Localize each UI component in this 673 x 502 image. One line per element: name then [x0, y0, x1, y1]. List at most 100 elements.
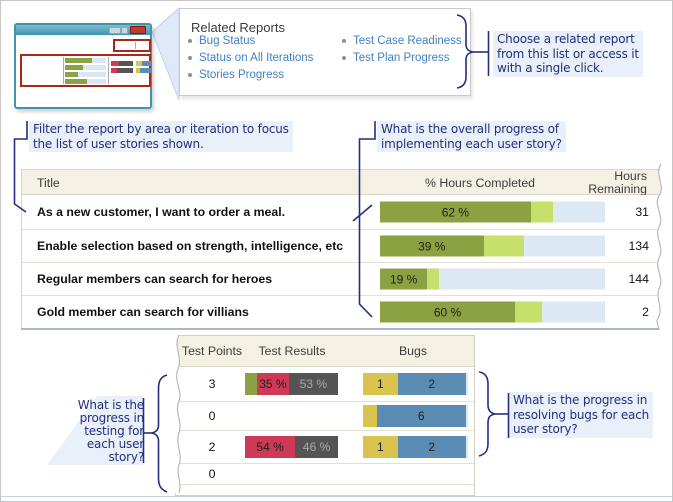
related-report-link[interactable]: Stories Progress — [199, 68, 285, 81]
column-header-title: Title — [37, 176, 60, 190]
column-header-test-results: Test Results — [258, 344, 326, 358]
completed-segment: 19 % — [380, 268, 428, 290]
callout-line: each user — [86, 437, 144, 451]
related-report-item: Bug Status — [188, 32, 313, 49]
stories-table-body: As a new customer, I want to order a mea… — [21, 195, 661, 328]
tabs-highlight-rectangle — [113, 39, 151, 52]
story-row: Gold member can search for villians 60 % 2 — [22, 295, 661, 328]
callout-line: What is the — [77, 398, 144, 412]
callout-line: the list of user stories shown. — [33, 136, 204, 151]
callout-line: What is the progress in — [513, 393, 648, 407]
callout-line: What is the overall progress of — [381, 122, 559, 136]
maximize-button-icon — [121, 27, 128, 34]
mini-bar — [65, 65, 106, 70]
completed-buffer-segment — [530, 201, 554, 223]
story-title: Regular members can search for heroes — [37, 272, 273, 286]
related-reports-column-1: Bug Status Status on All Iterations Storie… — [188, 32, 313, 83]
bug-segment: 2 — [397, 373, 466, 395]
callout-funnel-shape — [151, 6, 180, 101]
callout-filter-report: Filter the report by area or iteration t… — [29, 121, 293, 153]
test-results-bar: 35 % 53 % — [245, 373, 338, 395]
hours-remaining-value: 31 — [635, 205, 649, 219]
mini-chart-divider — [63, 57, 64, 84]
brace-testing — [150, 374, 168, 493]
bug-segment: 2 — [397, 436, 466, 458]
user-stories-table: Title % Hours Completed Hours Remaining … — [21, 169, 661, 330]
figure-bottom-rule — [1, 496, 672, 497]
mini-bar — [65, 58, 106, 63]
stories-table-header: Title % Hours Completed Hours Remaining — [21, 169, 661, 195]
completed-buffer-segment — [483, 235, 524, 257]
related-report-item: Test Case Readiness — [342, 32, 462, 49]
completed-buffer-segment — [515, 301, 542, 323]
bullet-icon — [188, 38, 192, 43]
column-header-hours-completed: % Hours Completed — [424, 176, 536, 190]
hours-completed-bar: 39 % — [380, 235, 605, 257]
callout-line: progress in — [79, 411, 145, 425]
test-row: 3 35 % 53 % 1 2 — [176, 367, 474, 401]
test-row-empty — [176, 484, 474, 495]
mini-bug-bar — [140, 68, 151, 73]
hours-remaining-value: 134 — [628, 239, 649, 253]
related-reports-title: Related Reports — [191, 20, 285, 35]
hours-completed-bar: 19 % — [380, 268, 605, 290]
related-reports-column-2: Test Case Readiness Test Plan Progress — [342, 32, 462, 66]
mini-test-bar — [111, 61, 119, 66]
bug-segment: 6 — [376, 405, 466, 427]
brace-bugs — [478, 371, 496, 457]
test-results-bar: 54 % 46 % — [245, 436, 338, 458]
mini-test-bar — [117, 68, 133, 73]
bullet-icon — [188, 55, 192, 60]
related-reports-panel: Related Reports Bug Status Status on All … — [179, 8, 471, 96]
mini-bug-bar — [142, 61, 151, 66]
close-button-icon — [130, 26, 146, 34]
hours-completed-bar: 62 % — [380, 201, 605, 223]
bug-segment — [363, 405, 377, 427]
callout-line: Filter the report by area or iteration t… — [33, 122, 289, 136]
callout-line: resolving bugs for each — [513, 407, 650, 422]
completed-buffer-segment — [427, 268, 439, 290]
test-points-value: 3 — [208, 377, 216, 391]
mini-bar — [65, 72, 106, 77]
callout-choose-related-report: Choose a related report from this list or… — [493, 31, 643, 77]
related-report-link[interactable]: Test Plan Progress — [353, 51, 450, 64]
bullet-icon — [342, 38, 346, 43]
callout-testing-progress: What is the progress in testing for each us… — [55, 398, 148, 465]
mini-test-bar — [111, 68, 117, 73]
hours-remaining-value: 2 — [642, 305, 649, 319]
test-points-value: 0 — [208, 409, 216, 423]
mini-test-bar — [119, 61, 133, 66]
test-row: 2 54 % 46 % 1 2 — [176, 430, 474, 463]
callout-line: testing for — [84, 424, 144, 438]
test-result-segment: 53 % — [288, 373, 338, 395]
test-points-value: 2 — [208, 440, 216, 454]
bugs-bar: 6 — [363, 405, 468, 427]
related-report-link[interactable]: Bug Status — [199, 34, 256, 47]
test-result-segment: 46 % — [295, 436, 338, 458]
related-report-item: Test Plan Progress — [342, 49, 462, 66]
story-row: As a new customer, I want to order a mea… — [22, 195, 661, 229]
callout-line: with a single click. — [497, 61, 604, 76]
story-title: As a new customer, I want to order a mea… — [37, 205, 286, 219]
hours-completed-bar: 60 % — [380, 301, 605, 323]
mini-bug-bar — [136, 68, 140, 73]
completed-segment: 39 % — [380, 235, 484, 257]
test-points-value: 0 — [208, 467, 216, 481]
related-report-link[interactable]: Status on All Iterations — [199, 51, 314, 64]
stories-table-bottom-border — [21, 328, 661, 330]
story-title: Gold member can search for villians — [37, 305, 249, 319]
window-titlebar — [16, 25, 150, 35]
column-header-test-points: Test Points — [181, 344, 243, 358]
related-report-link[interactable]: Test Case Readiness — [353, 34, 462, 47]
callout-line: from this list or access it — [497, 46, 639, 61]
test-table-header: Test Points Test Results Bugs — [176, 336, 474, 367]
test-table-body: 3 35 % 53 % 1 2 0 6 2 54 % 46 % 1 2 0 — [176, 367, 474, 495]
test-result-segment: 54 % — [245, 436, 296, 458]
column-header-bugs: Bugs — [398, 344, 428, 358]
callout-line: Choose a related report — [497, 32, 635, 46]
bug-segment: 1 — [363, 436, 398, 458]
